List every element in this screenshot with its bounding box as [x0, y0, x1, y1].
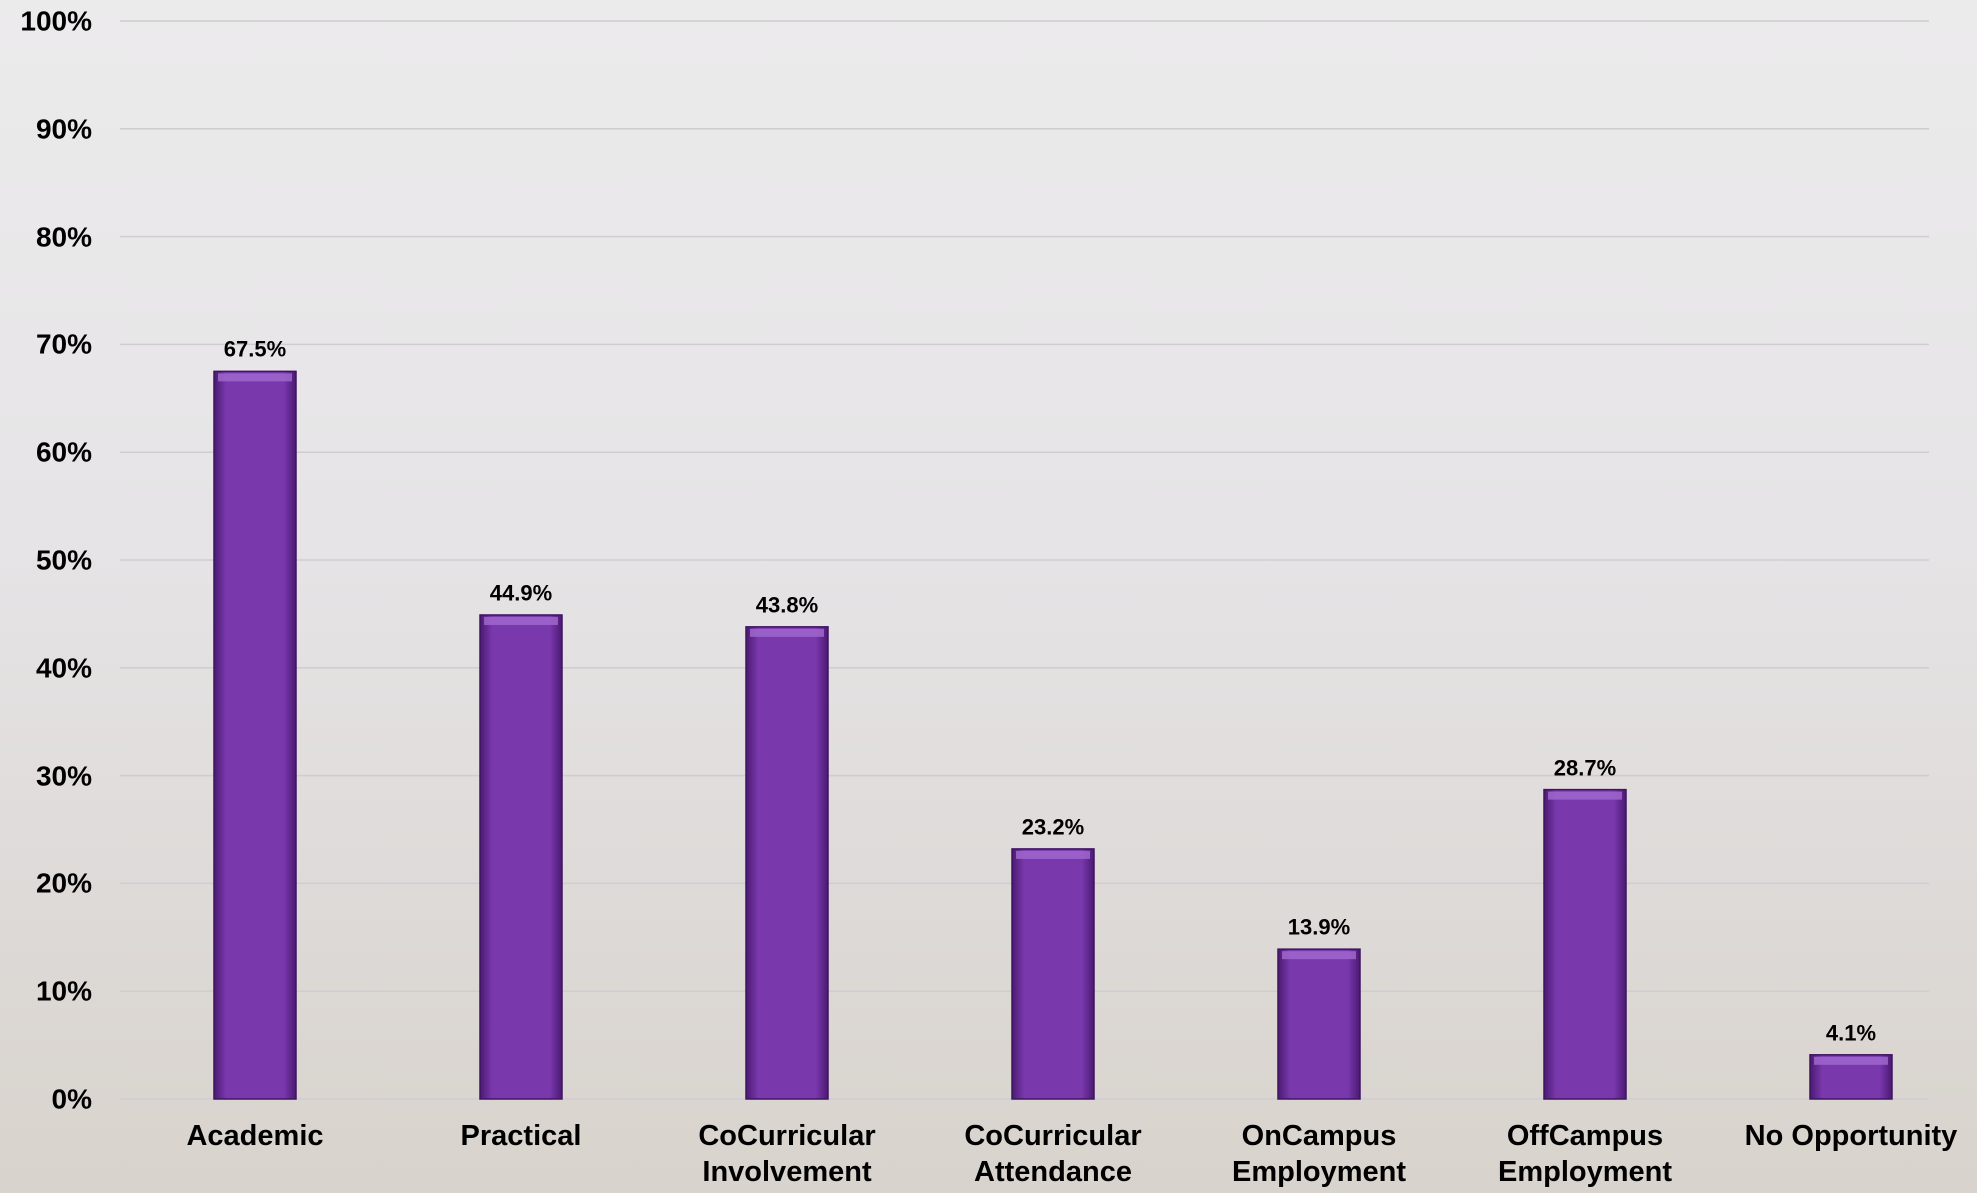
y-tick-label: 10% — [35, 975, 92, 1007]
y-tick-label: 100% — [20, 5, 92, 37]
x-tick-label: OnCampus Employment — [1231, 1120, 1407, 1189]
bar-highlight — [218, 373, 292, 382]
value-label: 28.7% — [1553, 755, 1617, 781]
value-label: 44.9% — [489, 580, 553, 606]
y-tick-label: 40% — [35, 652, 92, 684]
y-tick-label: 90% — [35, 113, 92, 145]
value-label: 13.9% — [1287, 914, 1351, 940]
value-label: 43.8% — [755, 592, 819, 618]
bar — [1543, 788, 1627, 1100]
bar — [213, 370, 297, 1100]
value-label: 23.2% — [1021, 814, 1085, 840]
y-tick-label: 0% — [51, 1083, 92, 1115]
x-tick-label: CoCurricular Involvement — [698, 1120, 876, 1189]
y-tick-label: 50% — [35, 544, 92, 576]
bar-highlight — [1282, 951, 1356, 960]
bar-highlight — [1814, 1056, 1888, 1065]
x-tick-label: Practical — [460, 1120, 582, 1152]
bar-highlight — [750, 628, 824, 637]
y-tick-label: 60% — [35, 436, 92, 468]
x-tick-label: OffCampus Employment — [1497, 1120, 1673, 1189]
y-tick-label: 30% — [35, 760, 92, 792]
y-tick-label: 20% — [35, 867, 92, 899]
bar-highlight — [484, 616, 558, 625]
value-label: 4.1% — [1825, 1020, 1877, 1046]
x-tick-label: No Opportunity — [1744, 1120, 1958, 1152]
x-tick-label: CoCurricular Attendance — [964, 1120, 1142, 1189]
bar-highlight — [1548, 791, 1622, 800]
x-tick-label: Academic — [186, 1120, 324, 1152]
bar — [745, 626, 829, 1100]
bar — [1011, 848, 1095, 1100]
value-label: 67.5% — [223, 336, 287, 362]
y-tick-label: 80% — [35, 221, 92, 253]
bar — [479, 614, 563, 1100]
y-tick-label: 70% — [35, 328, 92, 360]
bar — [1277, 948, 1361, 1100]
bar-highlight — [1016, 850, 1090, 859]
